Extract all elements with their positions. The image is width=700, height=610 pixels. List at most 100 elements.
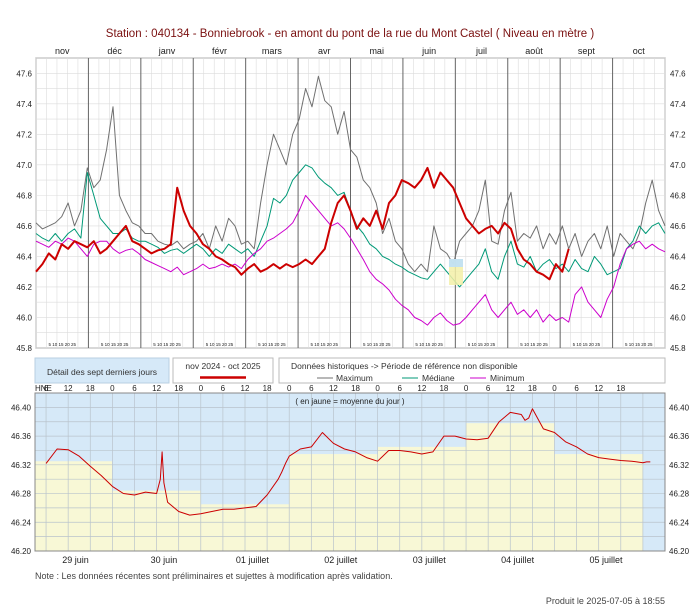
day-label: 30 juin (151, 555, 178, 565)
daily-mean-fills (35, 423, 643, 551)
hour-tick-label: 0 (199, 384, 204, 393)
y-tick-label: 47.6 (670, 69, 686, 78)
y-tick-label: 47.4 (16, 100, 32, 109)
month-label: déc (107, 46, 122, 56)
y-tick-label: 46.20 (669, 547, 690, 556)
week-tick-label: 5 10 15 20 25 (573, 342, 601, 347)
hour-tick-label: 6 (132, 384, 137, 393)
y-tick-label: 46.28 (11, 490, 32, 499)
y-tick-label: 47.0 (670, 161, 686, 170)
min-legend-label: Minimum (490, 373, 524, 383)
annual-series (35, 75, 666, 326)
hour-tick-label: 12 (417, 384, 426, 393)
legend-bar: Détail des sept derniers jours nov 2024 … (34, 357, 666, 384)
current-legend-box (172, 357, 274, 384)
historic-legend-box (278, 357, 666, 384)
hne-label: HNE (35, 384, 52, 393)
week-tick-labels: 5 10 15 20 25 5 10 15 20 25 5 10 15 20 25 5… (48, 342, 653, 347)
series-level (45, 408, 651, 516)
month-label: août (525, 46, 543, 56)
y-tick-label: 45.8 (670, 344, 686, 353)
hour-tick-label: 12 (64, 384, 73, 393)
y-tick-label: 46.24 (669, 518, 690, 527)
y-tick-label: 47.2 (16, 130, 32, 139)
month-label: avr (318, 46, 331, 56)
weekly-plot-border (34, 392, 666, 552)
y-tick-label: 45.8 (16, 344, 32, 353)
hour-tick-label: 12 (241, 384, 250, 393)
month-label: mai (369, 46, 384, 56)
week-tick-label: 5 10 15 20 25 (48, 342, 76, 347)
y-tick-label: 47.6 (16, 69, 32, 78)
week-tick-label: 5 10 15 20 25 (415, 342, 443, 347)
hour-tick-label: 18 (263, 384, 272, 393)
series-max (35, 75, 666, 273)
hour-tick-label: 6 (486, 384, 491, 393)
detail-box (34, 357, 170, 384)
y-tick-label: 46.6 (16, 222, 32, 231)
y-tick-label: 46.32 (669, 461, 690, 470)
y-tick-label: 46.4 (670, 252, 686, 261)
hour-tick-label: 18 (439, 384, 448, 393)
y-tick-label: 46.6 (670, 222, 686, 231)
y-tick-label: 46.36 (11, 432, 32, 441)
week-tick-label: 5 10 15 20 25 (206, 342, 234, 347)
y-tick-label: 46.4 (16, 252, 32, 261)
hour-tick-label: 12 (506, 384, 515, 393)
detail-label: Détail des sept derniers jours (47, 367, 157, 377)
day-label: 03 juillet (413, 555, 447, 565)
day-label: 29 juin (62, 555, 89, 565)
y-tick-label: 46.36 (669, 432, 690, 441)
week-tick-label: 5 10 15 20 25 (258, 342, 286, 347)
y-tick-label: 46.24 (11, 518, 32, 527)
y-tick-label: 46.2 (16, 283, 32, 292)
y-tick-label: 47.0 (16, 161, 32, 170)
recent-week-highlight-top (449, 259, 463, 267)
month-label: juin (421, 46, 436, 56)
hour-tick-label: 6 (44, 384, 49, 393)
month-label: mars (262, 46, 282, 56)
month-labels: nov déc janv févr mars avr mai juin juil août sept… (55, 46, 645, 56)
y-tick-label: 46.40 (11, 403, 32, 412)
hour-tick-label: 18 (174, 384, 183, 393)
y-tick-label: 46.32 (11, 461, 32, 470)
hour-tick-label: 6 (309, 384, 314, 393)
hour-tick-labels: 6 12 18 0 6 12 18 0 6 12 18 0 6 12 18 0 6 12 18 0 6 12 18 0 6 12 1… (44, 384, 626, 393)
hour-tick-label: 0 (552, 384, 557, 393)
day-labels: 29 juin 30 juin 01 juillet 02 juillet 03 jui… (62, 555, 623, 565)
series-min (35, 194, 666, 326)
series-cur (35, 166, 570, 281)
hour-tick-label: 0 (464, 384, 469, 393)
annual-y-axis-right: 45.8 46.0 46.2 46.4 46.6 46.8 47.0 47.2 47.4 47.6 (670, 69, 686, 353)
week-tick-label: 5 10 15 20 25 (101, 342, 129, 347)
day-label: 05 juillet (590, 555, 624, 565)
current-legend-label: nov 2024 - oct 2025 (185, 361, 260, 371)
y-tick-label: 46.0 (16, 313, 32, 322)
hour-tick-label: 6 (574, 384, 579, 393)
produced-text: Produit le 2025-07-05 à 18:55 (546, 596, 665, 606)
hour-tick-label: 0 (110, 384, 115, 393)
hour-tick-label: 18 (86, 384, 95, 393)
day-label: 04 juillet (501, 555, 535, 565)
hour-tick-label: 18 (528, 384, 537, 393)
week-tick-label: 5 10 15 20 25 (468, 342, 496, 347)
y-tick-label: 46.2 (670, 283, 686, 292)
hour-tick-label: 0 (375, 384, 380, 393)
day-label: 01 juillet (236, 555, 270, 565)
y-tick-label: 46.0 (670, 313, 686, 322)
y-tick-label: 47.2 (670, 130, 686, 139)
hour-tick-label: 12 (329, 384, 338, 393)
y-tick-label: 46.20 (11, 547, 32, 556)
hour-tick-label: 6 (398, 384, 403, 393)
weekly-subtitle: ( en jaune = moyenne du jour ) (295, 397, 405, 406)
month-label: févr (212, 46, 227, 56)
y-tick-label: 46.8 (670, 191, 686, 200)
annual-y-axis-left: 45.8 46.0 46.2 46.4 46.6 46.8 47.0 47.2 47.4 47.6 (16, 69, 32, 353)
y-tick-label: 46.28 (669, 490, 690, 499)
month-label: sept (578, 46, 596, 56)
month-label: nov (55, 46, 70, 56)
weekly-y-axis-left: 46.20 46.24 46.28 46.32 46.36 46.40 (11, 403, 32, 556)
week-tick-label: 5 10 15 20 25 (311, 342, 339, 347)
hour-tick-label: 18 (616, 384, 625, 393)
y-tick-label: 46.8 (16, 191, 32, 200)
